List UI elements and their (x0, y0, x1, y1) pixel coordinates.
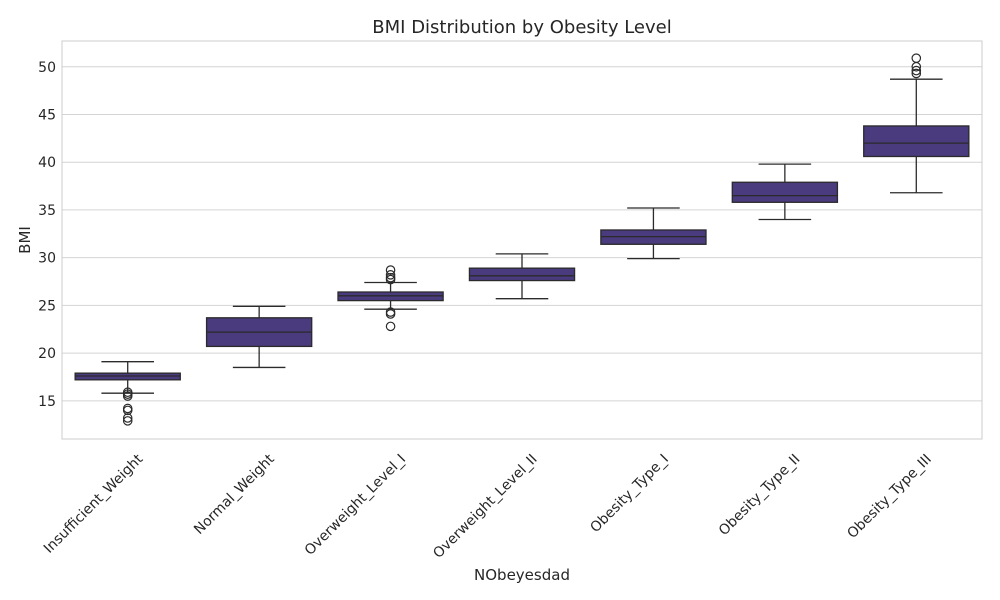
box-group (600, 207, 707, 260)
iqr-box (863, 125, 970, 158)
x-axis-label: NObeyesdad (474, 566, 570, 584)
outlier-point (911, 65, 922, 76)
outlier-point (385, 321, 396, 332)
box-group (337, 265, 444, 332)
plot-area-frame (61, 40, 983, 440)
y-axis-label: BMI (16, 226, 34, 254)
outlier-point (122, 387, 133, 398)
outlier-point (911, 61, 922, 72)
box-group (205, 305, 313, 369)
y-tick-label: 40 (38, 155, 56, 171)
outlier-point (122, 405, 133, 416)
outlier-point (385, 270, 396, 280)
y-tick-label: 35 (38, 203, 56, 219)
box-group (468, 253, 576, 300)
box-group (731, 163, 839, 221)
y-tick-label: 45 (38, 107, 56, 123)
y-tick-label: 15 (38, 394, 56, 410)
outlier-point (385, 274, 396, 285)
outlier-point (122, 416, 133, 426)
chart-title: BMI Distribution by Obesity Level (372, 17, 671, 38)
outlier-point (911, 68, 922, 79)
iqr-box (468, 267, 576, 282)
box-group (863, 53, 970, 194)
iqr-box (731, 181, 839, 203)
box-group (74, 361, 181, 426)
y-tick-labels: 15 20 25 30 35 40 45 50 (38, 60, 56, 410)
y-tick-label: 20 (38, 346, 56, 362)
y-tick-label: 25 (38, 298, 56, 314)
box-marks (74, 53, 970, 426)
y-tick-label: 30 (38, 251, 56, 267)
outlier-point (122, 413, 133, 423)
outlier-point (385, 265, 396, 275)
y-tick-label: 50 (38, 60, 56, 76)
outlier-point (385, 309, 396, 319)
y-gridlines (62, 66, 982, 402)
